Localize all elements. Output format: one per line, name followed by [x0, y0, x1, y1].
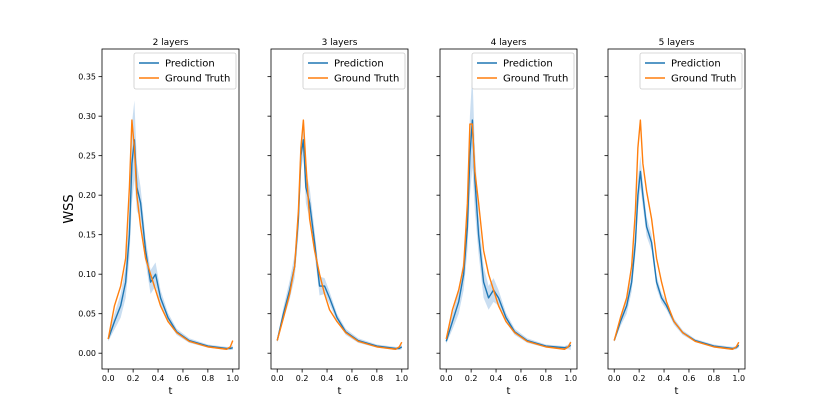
axes-frame: [101, 48, 240, 370]
y-tick-label: 0.25: [78, 152, 96, 161]
x-tick-label: 0.0: [608, 374, 621, 383]
x-axis-label: t: [169, 386, 173, 397]
subplot-panels: 2 layers 0.0 0.2 0.4 0.6 0.8 1.0 0.00 0.05 0.10 0.…: [78, 38, 746, 397]
legend-box: [639, 52, 743, 90]
legend-label: Prediction: [165, 59, 215, 70]
x-tick-label: 0.6: [177, 374, 190, 383]
x-tick-label: 0.4: [490, 374, 503, 383]
x-tick-label: 0.8: [370, 374, 383, 383]
legend-label: Prediction: [671, 59, 721, 70]
y-tick-label: 0.05: [78, 310, 96, 319]
prediction-uncertainty-band: [446, 72, 571, 351]
y-tick-label: 0.00: [78, 349, 96, 358]
axes-frame: [270, 48, 409, 370]
y-axis-label: WSS: [62, 194, 77, 223]
subplot-title: 3 layers: [322, 38, 358, 48]
x-tick-label: 0.6: [515, 374, 528, 383]
legend: Prediction Ground Truth: [639, 52, 743, 90]
x-tick-label: 1.0: [732, 374, 745, 383]
x-axis-label: t: [338, 386, 342, 397]
x-tick-label: 0.4: [152, 374, 165, 383]
y-tick-label: 0.15: [78, 231, 96, 240]
legend-label: Ground Truth: [334, 74, 399, 85]
x-tick-label: 0.8: [707, 374, 720, 383]
x-tick-label: 0.2: [127, 374, 140, 383]
subplot-2: 3 layers 0.0 0.2 0.4 0.6 0.8 1.0 t Prediction Gro…: [267, 38, 409, 397]
x-tick-label: 1.0: [395, 374, 408, 383]
x-axis-label: t: [507, 386, 511, 397]
ground-truth-line: [613, 119, 740, 350]
x-tick-label: 0.0: [102, 374, 115, 383]
x-tick-label: 1.0: [226, 374, 239, 383]
legend-label: Ground Truth: [503, 74, 568, 85]
subplot-title: 2 layers: [153, 38, 189, 48]
ground-truth-line: [276, 119, 403, 350]
subplot-title: 4 layers: [491, 38, 527, 48]
subplot-4: 5 layers 0.0 0.2 0.4 0.6 0.8 1.0 t Prediction Gro…: [604, 38, 746, 397]
x-tick-label: 0.6: [346, 374, 359, 383]
y-tick-label: 0.30: [78, 112, 96, 121]
legend-label: Ground Truth: [671, 74, 736, 85]
legend: Prediction Ground Truth: [302, 52, 406, 90]
legend-box: [133, 52, 237, 90]
x-tick-label: 0.4: [321, 374, 334, 383]
subplot-title: 5 layers: [659, 38, 695, 48]
y-tick-label: 0.10: [78, 270, 96, 279]
x-tick-label: 0.2: [296, 374, 309, 383]
legend-box: [471, 52, 575, 90]
x-tick-label: 0.0: [271, 374, 284, 383]
x-axis-label: t: [675, 386, 679, 397]
x-tick-label: 0.2: [465, 374, 478, 383]
legend-label: Ground Truth: [165, 74, 230, 85]
ground-truth-line: [445, 123, 572, 350]
legend-label: Prediction: [503, 59, 553, 70]
subplot-1: 2 layers 0.0 0.2 0.4 0.6 0.8 1.0 0.00 0.05 0.10 0.…: [78, 38, 240, 397]
subplot-3: 4 layers 0.0 0.2 0.4 0.6 0.8 1.0 t Prediction Gro…: [436, 38, 578, 397]
legend-box: [302, 52, 406, 90]
x-tick-label: 0.2: [633, 374, 646, 383]
prediction-line: [613, 170, 740, 350]
axes-frame: [607, 48, 746, 370]
legend: Prediction Ground Truth: [133, 52, 237, 90]
legend-label: Prediction: [334, 59, 384, 70]
x-tick-label: 1.0: [564, 374, 577, 383]
x-tick-label: 0.0: [440, 374, 453, 383]
ground-truth-line: [107, 119, 234, 350]
legend: Prediction Ground Truth: [471, 52, 575, 90]
y-tick-label: 0.35: [78, 73, 96, 82]
x-tick-label: 0.8: [539, 374, 552, 383]
prediction-uncertainty-band: [277, 124, 402, 351]
x-tick-label: 0.8: [201, 374, 214, 383]
x-tick-label: 0.6: [683, 374, 696, 383]
y-tick-label: 0.20: [78, 191, 96, 200]
axes-frame: [439, 48, 578, 370]
x-tick-label: 0.4: [658, 374, 671, 383]
